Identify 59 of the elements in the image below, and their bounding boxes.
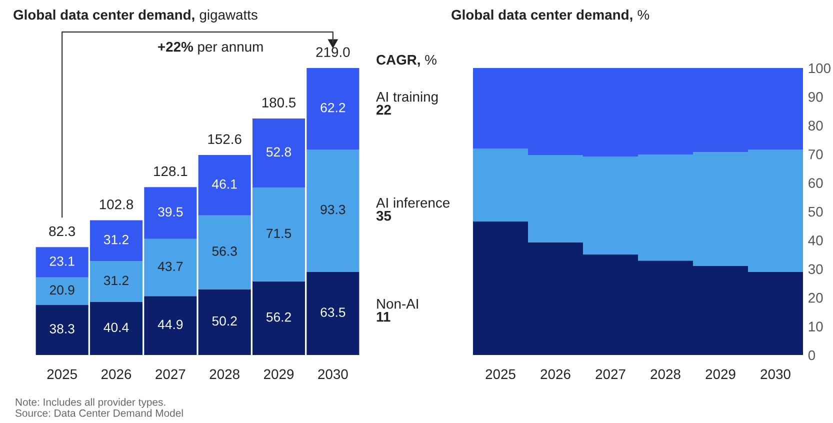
chart-title: Global data center demand, gigawatts [14,10,258,22]
y-tick-label: 80 [808,120,823,131]
data-label: 43.7 [158,262,183,272]
data-label: 52.8 [266,147,292,157]
y-tick-label: 50 [808,206,823,217]
data-label: 46.1 [212,179,237,189]
data-label: 44.9 [158,320,183,330]
data-label: 56.2 [266,312,291,322]
data-label: 20.9 [50,285,74,295]
data-label: 93.3 [320,204,346,214]
y-tick-label: 30 [808,264,823,274]
data-label: 71.5 [266,228,292,238]
data-label: 50.2 [212,316,237,326]
x-tick-label: 2025 [47,369,77,380]
total-label: 219.0 [316,47,350,58]
series-label: AI inference [376,198,450,208]
total-label: 180.5 [262,98,296,108]
y-tick-label: 60 [808,178,823,188]
data-label: 38.3 [50,324,74,334]
x-tick-label: 2030 [760,369,790,380]
series-label: Non-AI [377,299,418,309]
x-tick-label: 2028 [650,369,680,380]
data-label: 31.2 [104,234,128,244]
y-tick-label: 40 [808,236,823,246]
x-tick-label: 2026 [102,369,132,380]
data-label: 62.2 [320,102,346,112]
x-tick-label: 2029 [264,369,294,380]
x-tick-label: 2030 [318,369,348,380]
text: 35 [376,210,392,221]
total-label: 152.6 [208,134,242,144]
x-tick-label: 2029 [706,369,736,380]
total-label: 82.3 [49,226,75,236]
source-note: Source: Data Center Demand Model [15,409,183,417]
data-label: 39.5 [158,207,183,217]
series-label: AI training [376,92,438,104]
text: Note: Includes all provider types. [16,398,166,408]
x-tick-label: 2026 [540,369,570,380]
text: CAGR, % [376,54,436,67]
chart-title: Global data center demand, % [452,10,650,22]
x-tick-label: 2027 [596,369,626,380]
y-tick-label: 90 [808,92,823,102]
y-tick-label: 10 [808,322,823,332]
y-tick-label: 0 [808,350,816,360]
data-label: 40.4 [104,322,129,332]
text: 22 [376,104,391,115]
text: 11 [376,312,390,322]
y-tick-label: 70 [808,149,823,160]
text: +22% per annum [158,42,263,54]
x-tick-label: 2027 [156,369,186,380]
y-tick-label: 20 [808,292,823,303]
data-label: 56.3 [212,246,237,256]
data-label: 23.1 [50,256,74,266]
x-tick-label: 2025 [486,369,516,380]
total-label: 128.1 [154,166,188,176]
x-tick-label: 2028 [210,369,240,380]
y-tick-label: 100 [808,63,830,74]
data-label: 31.2 [104,276,128,286]
total-label: 102.8 [100,199,134,210]
data-label: 63.5 [320,308,346,317]
